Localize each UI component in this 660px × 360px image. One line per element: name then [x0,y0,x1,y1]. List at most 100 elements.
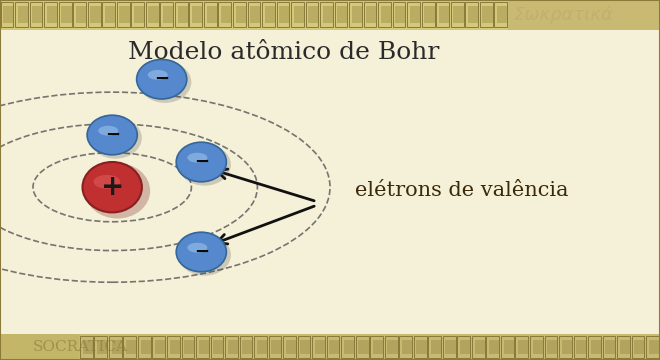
Bar [497,6,507,23]
Bar [248,3,260,27]
Bar [105,6,115,23]
Bar [472,336,484,358]
Bar [649,340,659,354]
Bar [323,6,333,23]
Bar [453,6,463,23]
Bar [47,6,57,23]
Bar [352,6,362,23]
Bar [315,340,325,354]
Bar [399,336,412,358]
Text: −: − [105,126,119,144]
Bar [428,336,441,358]
Bar [646,336,659,358]
Bar [620,340,630,354]
Bar [393,3,405,27]
Bar [112,340,121,354]
Bar [146,3,158,27]
Text: +: + [100,173,124,201]
Bar [119,6,129,23]
Bar [300,340,310,354]
Bar [424,6,434,23]
Ellipse shape [89,117,142,159]
Bar [366,6,376,23]
Bar [160,3,173,27]
Bar [422,3,434,27]
Bar [97,340,107,354]
Bar [15,3,28,27]
Bar [134,6,144,23]
FancyBboxPatch shape [0,0,660,30]
Ellipse shape [176,142,226,182]
Bar [443,336,455,358]
Bar [257,340,267,354]
Bar [279,6,289,23]
Bar [184,340,194,354]
Bar [73,3,86,27]
Bar [18,6,28,23]
Bar [228,340,238,354]
Bar [341,336,354,358]
Bar [591,340,601,354]
Bar [358,340,368,354]
Ellipse shape [82,162,142,212]
Bar [88,3,100,27]
Bar [547,340,557,354]
Ellipse shape [98,126,118,136]
Bar [76,6,86,23]
Bar [530,336,543,358]
Bar [468,6,478,23]
Bar [559,336,572,358]
Bar [211,336,223,358]
Bar [544,336,557,358]
Bar [225,336,238,358]
Bar [446,340,455,354]
Bar [335,3,347,27]
Bar [80,336,92,358]
Bar [407,3,420,27]
Bar [320,3,333,27]
Bar [617,336,630,358]
Bar [588,336,601,358]
Text: Σωκρατικά: Σωκρατικά [514,5,614,24]
Bar [562,340,572,354]
Bar [30,3,42,27]
Bar [436,3,449,27]
Bar [250,6,260,23]
Bar [117,3,129,27]
Ellipse shape [139,61,191,103]
Bar [175,3,187,27]
Bar [262,3,275,27]
Bar [364,3,376,27]
Bar [480,3,492,27]
Bar [170,340,180,354]
Bar [327,336,339,358]
Text: elétrons de valência: elétrons de valência [355,181,569,200]
FancyBboxPatch shape [0,0,508,30]
Bar [189,3,202,27]
Bar [533,340,543,354]
Bar [199,340,209,354]
Bar [90,6,100,23]
Ellipse shape [178,234,231,276]
Bar [439,6,449,23]
Bar [269,336,281,358]
Text: −: − [194,153,209,171]
Bar [233,3,246,27]
Bar [501,336,513,358]
Bar [298,336,310,358]
Bar [387,340,397,354]
Bar [603,336,615,358]
Bar [632,336,644,358]
Bar [605,340,615,354]
Bar [283,336,296,358]
Bar [44,3,57,27]
Bar [410,6,420,23]
Text: Modelo atômico de Bohr: Modelo atômico de Bohr [128,41,440,64]
Bar [148,6,158,23]
Bar [634,340,644,354]
Bar [373,340,383,354]
Bar [141,340,150,354]
Bar [82,340,92,354]
Text: SOCRATICA: SOCRATICA [33,340,128,354]
Ellipse shape [176,232,226,272]
